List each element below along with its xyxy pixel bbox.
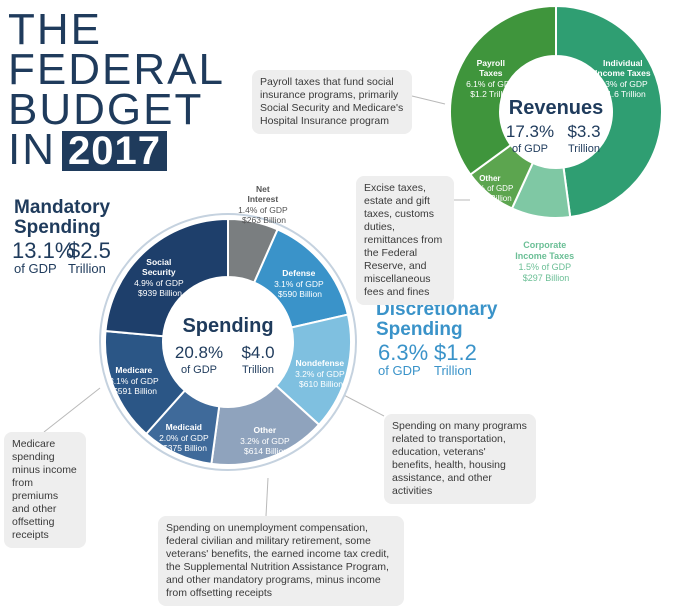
title-year: 2017 [62, 131, 167, 171]
net-interest-name-1: Net [256, 184, 270, 194]
title-line-2: FEDERAL [8, 45, 225, 94]
title-line-1: THE [8, 5, 102, 54]
other-revenue-label: Other 1.4% of GDP $270 Billion [467, 174, 516, 203]
defense-pct: 3.1% of GDP [274, 279, 324, 289]
individual-amount: $1.6 Trillion [602, 89, 646, 99]
nondefense-connector [337, 391, 385, 417]
mandatory-amount: $2.5 [68, 238, 111, 263]
discretionary-pct: 6.3% [378, 340, 429, 365]
medicare-note: Medicare spending minus income from prem… [4, 432, 86, 548]
net-interest-amount: $263 Billion [242, 215, 286, 225]
discretionary-amount-unit: Trillion [434, 363, 472, 378]
revenues-title: Revenues [509, 97, 604, 119]
net-interest-label: Net Interest 1.4% of GDP $263 Billion [238, 184, 290, 225]
spending-donut: Spending 20.8% of GDP $4.0 Trillion Net … [99, 184, 357, 471]
payroll-name-1: Payroll [477, 58, 505, 68]
page-title: THE FEDERAL BUDGET IN 2017 [8, 5, 225, 172]
corporate-label: Corporate Income Taxes 1.5% of GDP $297 … [515, 240, 576, 283]
other-revenue-pct: 1.4% of GDP [467, 184, 514, 193]
nondefense-name: Nondefense [295, 358, 344, 368]
title-in: IN [8, 125, 56, 174]
defense-label: Defense 3.1% of GDP $590 Billion [274, 268, 326, 299]
nondefense-pct: 3.2% of GDP [295, 369, 345, 379]
social-security-pct: 4.9% of GDP [134, 278, 184, 288]
revenues-center [500, 56, 612, 168]
social-security-label: Social Security 4.9% of GDP $939 Billion [134, 257, 186, 298]
spending-pct-unit: of GDP [181, 364, 217, 376]
other-spending-pct: 3.2% of GDP [240, 436, 290, 446]
revenues-pct-unit: of GDP [512, 143, 548, 155]
revenues-pct: 17.3% [506, 122, 554, 141]
title-line-3: BUDGET [8, 85, 204, 134]
net-interest-name-2: Interest [247, 194, 278, 204]
corporate-name-1: Corporate [523, 240, 566, 250]
revenues-amount: $3.3 [567, 122, 600, 141]
medicaid-amount: $375 Billion [163, 443, 207, 453]
medicare-connector [43, 387, 101, 433]
spending-amount: $4.0 [241, 343, 274, 362]
payroll-name-2: Taxes [479, 68, 503, 78]
spending-amount-unit: Trillion [242, 364, 274, 376]
payroll-pct: 6.1% of GDP [466, 79, 516, 89]
other-connector [265, 477, 269, 517]
individual-name-2: Income Taxes [595, 68, 651, 78]
mandatory-pct: 13.1% [12, 238, 75, 263]
individual-pct: 8.3% of GDP [598, 79, 648, 89]
revenues-amount-unit: Trillion [568, 143, 600, 155]
revenues-donut: Revenues 17.3% of GDP $3.3 Trillion Payr… [449, 4, 663, 283]
individual-label: Individual Income Taxes 8.3% of GDP $1.6… [595, 58, 653, 99]
corporate-pct: 1.5% of GDP [519, 262, 572, 272]
social-security-name-1: Social [146, 257, 171, 267]
corporate-amount: $297 Billion [523, 273, 570, 283]
medicaid-label: Medicaid 2.0% of GDP $375 Billion [159, 422, 211, 453]
net-interest-pct: 1.4% of GDP [238, 205, 288, 215]
other-spending-label: Other 3.2% of GDP $614 Billion [240, 425, 292, 456]
medicare-name: Medicare [115, 365, 152, 375]
payroll-note: Payroll taxes that fund social insurance… [252, 70, 412, 134]
spending-center [163, 277, 293, 407]
payroll-amount: $1.2 Trillion [470, 89, 514, 99]
title-line-4: IN 2017 [8, 128, 225, 172]
corporate-name-2: Income Taxes [515, 251, 574, 261]
defense-name: Defense [282, 268, 315, 278]
mandatory-pct-unit: of GDP [14, 261, 57, 276]
discretionary-heading-2: Spending [376, 319, 463, 340]
medicare-pct: 3.1% of GDP [109, 376, 159, 386]
medicaid-name: Medicaid [166, 422, 202, 432]
defense-amount: $590 Billion [278, 289, 322, 299]
nondefense-amount: $610 Billion [299, 379, 343, 389]
other-spending-name: Other [253, 425, 276, 435]
nondefense-note: Spending on many programs related to tra… [384, 414, 536, 504]
other-revenue-name: Other [479, 174, 500, 183]
medicare-amount: $591 Billion [113, 386, 157, 396]
connector-lines [43, 95, 470, 517]
payroll-connector [411, 95, 446, 105]
medicare-label: Medicare 3.1% of GDP $591 Billion [109, 365, 161, 396]
individual-name-1: Individual [603, 58, 643, 68]
spending-title: Spending [182, 315, 273, 337]
mandatory-amount-unit: Trillion [68, 261, 106, 276]
mandatory-heading-2: Spending [14, 217, 101, 238]
social-security-amount: $939 Billion [138, 288, 182, 298]
discretionary-pct-unit: of GDP [378, 363, 421, 378]
mandatory-heading-1: Mandatory [14, 197, 111, 218]
nondefense-label: Nondefense 3.2% of GDP $610 Billion [295, 358, 347, 389]
spending-pct: 20.8% [175, 343, 223, 362]
mandatory-heading: Mandatory Spending [14, 198, 110, 238]
excise-note: Excise taxes, estate and gift taxes, cus… [356, 176, 454, 305]
other-spending-amount: $614 Billion [244, 446, 288, 456]
payroll-label: Payroll Taxes 6.1% of GDP $1.2 Trillion [466, 58, 518, 99]
social-security-name-2: Security [142, 267, 176, 277]
other-note: Spending on unemployment compensation, f… [158, 516, 404, 606]
other-revenue-amount: $270 Billion [470, 194, 511, 203]
medicaid-pct: 2.0% of GDP [159, 433, 209, 443]
discretionary-amount: $1.2 [434, 340, 477, 365]
